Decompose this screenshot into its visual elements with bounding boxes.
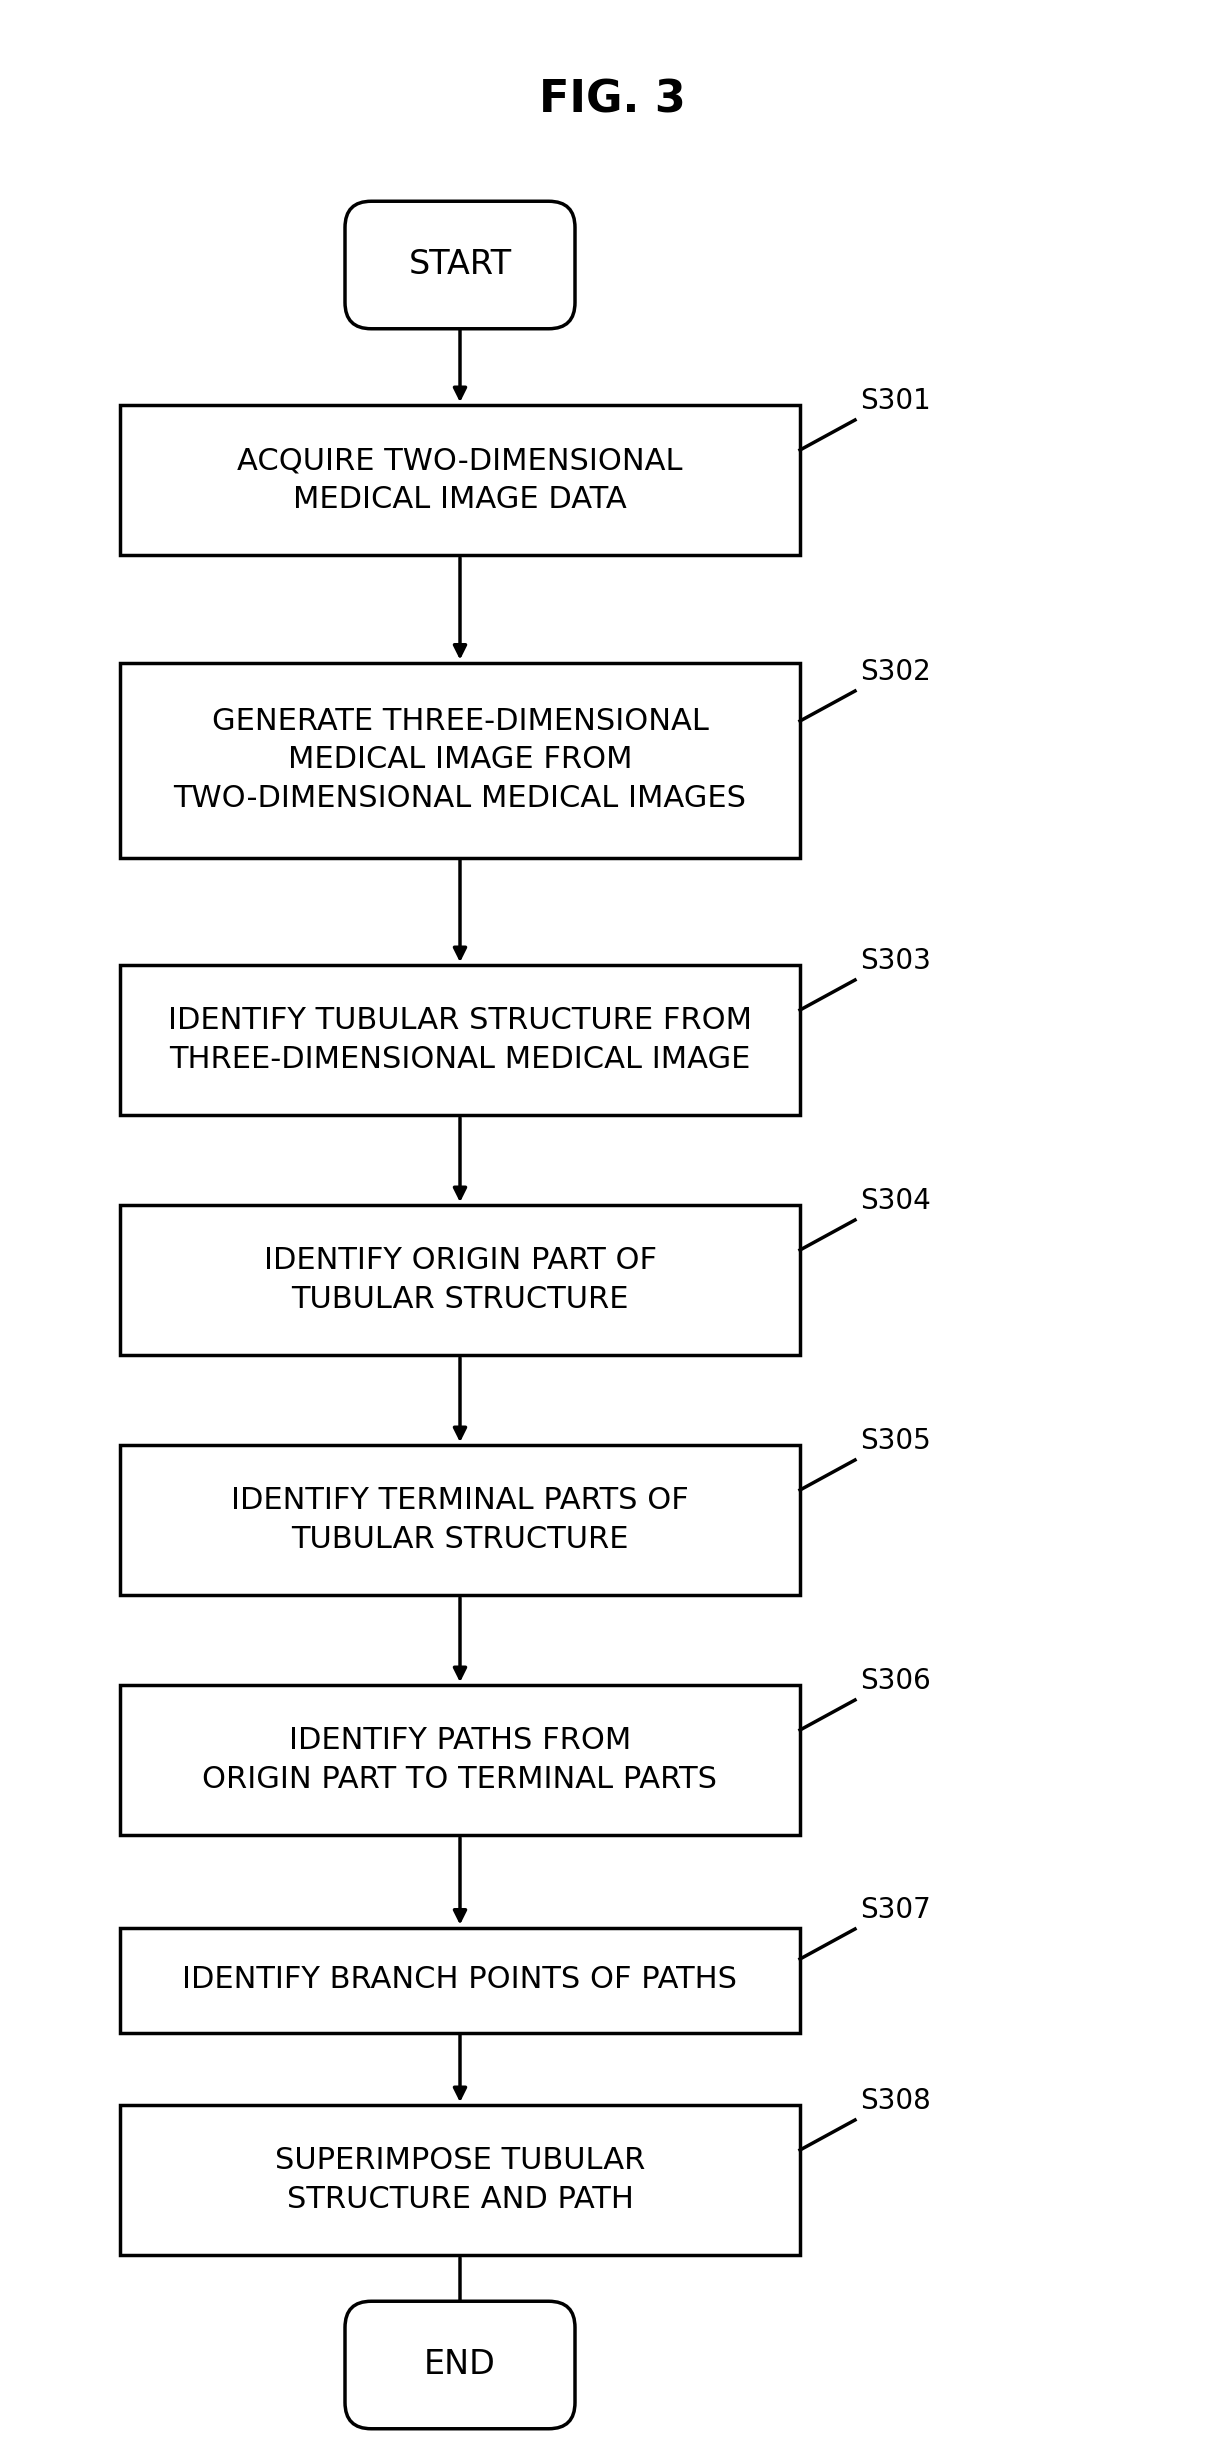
Bar [120, 1204, 800, 1354]
Text: IDENTIFY TERMINAL PARTS OF
TUBULAR STRUCTURE: IDENTIFY TERMINAL PARTS OF TUBULAR STRUC… [232, 1487, 688, 1554]
Bar [120, 662, 800, 857]
Text: IDENTIFY PATHS FROM
ORIGIN PART TO TERMINAL PARTS: IDENTIFY PATHS FROM ORIGIN PART TO TERMI… [202, 1726, 718, 1795]
Text: END: END [424, 2349, 496, 2381]
FancyBboxPatch shape [345, 2302, 575, 2428]
Bar [120, 965, 800, 1115]
Text: S301: S301 [860, 387, 931, 416]
Text: GENERATE THREE-DIMENSIONAL
MEDICAL IMAGE FROM
TWO-DIMENSIONAL MEDICAL IMAGES: GENERATE THREE-DIMENSIONAL MEDICAL IMAGE… [174, 707, 746, 812]
Text: S306: S306 [860, 1667, 931, 1694]
Text: S302: S302 [860, 657, 931, 687]
Text: IDENTIFY TUBULAR STRUCTURE FROM
THREE-DIMENSIONAL MEDICAL IMAGE: IDENTIFY TUBULAR STRUCTURE FROM THREE-DI… [168, 1007, 752, 1073]
Text: IDENTIFY ORIGIN PART OF
TUBULAR STRUCTURE: IDENTIFY ORIGIN PART OF TUBULAR STRUCTUR… [263, 1246, 657, 1315]
Text: S305: S305 [860, 1428, 931, 1455]
Text: FIG. 3: FIG. 3 [539, 79, 685, 121]
Text: S304: S304 [860, 1187, 931, 1216]
FancyBboxPatch shape [345, 202, 575, 330]
Bar [120, 1928, 800, 2034]
Text: S308: S308 [860, 2088, 931, 2115]
Bar [120, 1684, 800, 1834]
Bar [120, 2105, 800, 2255]
Text: ACQUIRE TWO-DIMENSIONAL
MEDICAL IMAGE DATA: ACQUIRE TWO-DIMENSIONAL MEDICAL IMAGE DA… [238, 446, 682, 515]
Text: START: START [408, 249, 512, 281]
Text: S307: S307 [860, 1896, 931, 1923]
Text: IDENTIFY BRANCH POINTS OF PATHS: IDENTIFY BRANCH POINTS OF PATHS [183, 1965, 737, 1994]
Bar [120, 406, 800, 554]
Text: S303: S303 [860, 948, 931, 975]
Bar [120, 1445, 800, 1595]
Text: SUPERIMPOSE TUBULAR
STRUCTURE AND PATH: SUPERIMPOSE TUBULAR STRUCTURE AND PATH [274, 2147, 646, 2213]
